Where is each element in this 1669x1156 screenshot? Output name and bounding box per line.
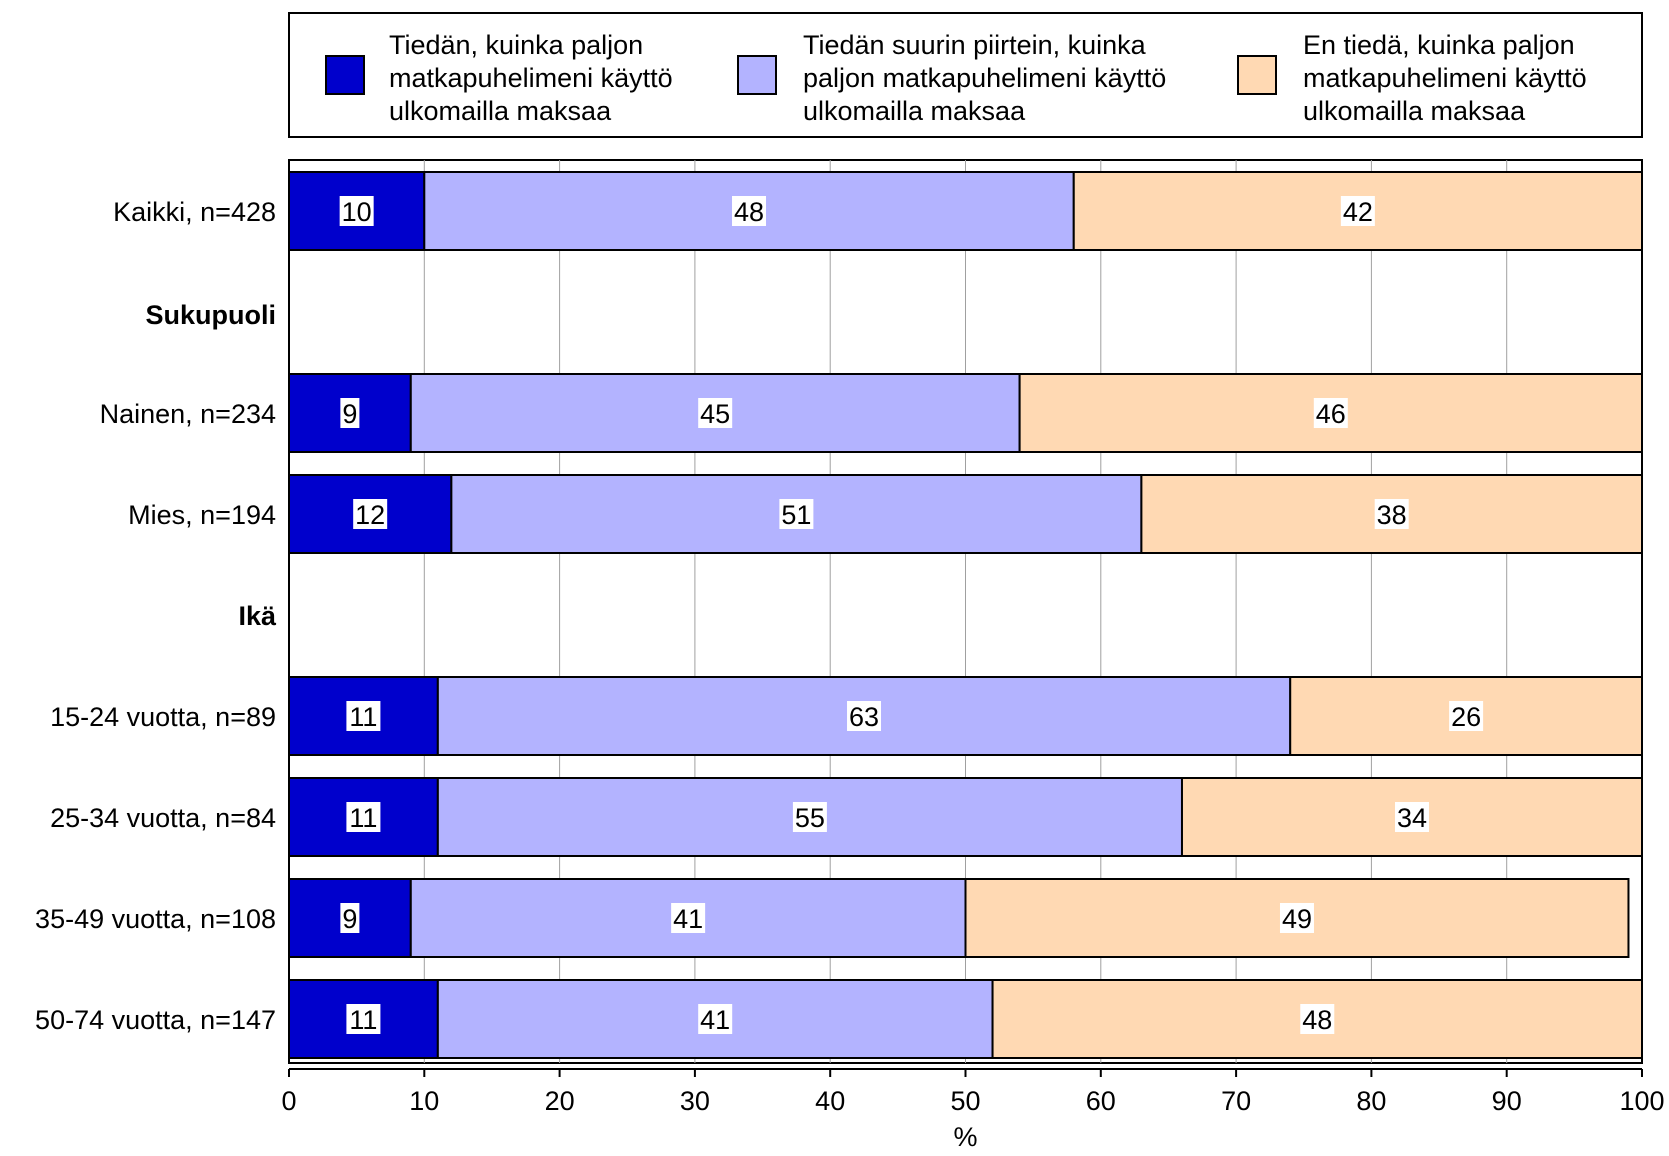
data-label: 41 [700, 1005, 730, 1035]
x-tick-label: 100 [1619, 1086, 1664, 1116]
data-label-bg [698, 1004, 733, 1034]
data-label-bg [339, 196, 374, 226]
bar-segment [1180, 777, 1643, 857]
bar-segment [409, 373, 1021, 453]
x-tick-label: 90 [1492, 1086, 1522, 1116]
row-labels: Kaikki, n=428 Sukupuoli Nainen, n=234 Mies,… [35, 197, 277, 1035]
group-header: Sukupuoli [146, 300, 277, 330]
data-label: 38 [1377, 500, 1407, 530]
x-axis: 0 10 20 30 40 50 60 70 80 90 100% [281, 1068, 1665, 1152]
data-label: 12 [355, 500, 385, 530]
data-label: 10 [342, 197, 372, 227]
data-label: 45 [700, 399, 730, 429]
data-label-bg [1340, 196, 1375, 226]
x-tick-label: 40 [815, 1086, 845, 1116]
data-label-bg [340, 398, 360, 428]
data-label-bg [1300, 1004, 1335, 1034]
data-label: 9 [342, 399, 357, 429]
row-label: Kaikki, n=428 [113, 197, 276, 227]
data-label-bg [847, 701, 882, 731]
bars: 10 48 42 9 45 46 12 51 38 11 63 26 11 55 34 9 41 49 11 41 48 [288, 171, 1643, 1059]
data-label-bg [1279, 903, 1314, 933]
data-label-bg [779, 499, 814, 529]
x-axis-title: % [953, 1122, 977, 1152]
row-label: Mies, n=194 [128, 500, 276, 530]
x-tick-label: 20 [545, 1086, 575, 1116]
data-label-bg [1394, 802, 1429, 832]
legend-label-3-line-1: En tiedä, kuinka paljon [1303, 30, 1575, 60]
legend-label-3-line-2: matkapuhelimeni käyttö [1303, 63, 1587, 93]
x-tick-label: 60 [1086, 1086, 1116, 1116]
data-label-bg [698, 398, 733, 428]
x-tick-label: 0 [281, 1086, 296, 1116]
data-label-bg [1449, 701, 1484, 731]
data-label-bg [671, 903, 706, 933]
bar-segment [288, 171, 426, 251]
x-tick-label: 30 [680, 1086, 710, 1116]
row-label: 25-34 vuotta, n=84 [50, 803, 276, 833]
data-label-bg [340, 903, 360, 933]
legend-label-1-line-1: Tiedän, kuinka paljon [389, 30, 643, 60]
legend-frame [288, 12, 1643, 138]
x-tick-label: 50 [950, 1086, 980, 1116]
data-label: 34 [1397, 803, 1427, 833]
data-label-bg [346, 1004, 381, 1034]
legend-swatch-3 [1237, 55, 1277, 95]
data-label-bg [346, 701, 381, 731]
data-label-bg [346, 802, 381, 832]
data-label: 11 [349, 702, 377, 732]
legend-label-1-line-2: matkapuhelimeni käyttö [389, 63, 673, 93]
data-label: 46 [1316, 399, 1346, 429]
data-label-bg [353, 499, 388, 529]
data-label: 26 [1451, 702, 1481, 732]
row-label: 15-24 vuotta, n=89 [50, 702, 276, 732]
data-label-bg [732, 196, 767, 226]
x-tick-label: 70 [1221, 1086, 1251, 1116]
data-label: 11 [349, 803, 377, 833]
x-tick-label: 10 [409, 1086, 439, 1116]
data-label: 55 [795, 803, 825, 833]
data-label-bg [1374, 499, 1409, 529]
data-label: 48 [734, 197, 764, 227]
data-label-bg [792, 802, 827, 832]
legend-label-3-line-3: ulkomailla maksaa [1303, 96, 1526, 126]
data-label: 49 [1282, 904, 1312, 934]
legend-label-2-line-3: ulkomailla maksaa [803, 96, 1026, 126]
data-label: 11 [349, 1005, 377, 1035]
legend-swatch-1 [325, 55, 365, 95]
data-label: 48 [1302, 1005, 1332, 1035]
legend-label-1-line-3: ulkomailla maksaa [389, 96, 612, 126]
legend-swatch-2 [737, 55, 777, 95]
legend-label-2-line-2: paljon matkapuhelimeni käyttö [803, 63, 1166, 93]
data-label: 51 [781, 500, 811, 530]
legend-label-2-line-1: Tiedän suurin piirtein, kuinka [803, 30, 1147, 60]
data-label: 9 [342, 904, 357, 934]
data-label-bg [1313, 398, 1348, 428]
group-header: Ikä [238, 601, 277, 631]
data-label: 41 [673, 904, 703, 934]
row-label: 35-49 vuotta, n=108 [35, 904, 276, 934]
row-label: 50-74 vuotta, n=147 [35, 1005, 276, 1035]
row-label: Nainen, n=234 [100, 399, 276, 429]
data-label: 42 [1343, 197, 1373, 227]
data-label: 63 [849, 702, 879, 732]
x-tick-label: 80 [1356, 1086, 1386, 1116]
